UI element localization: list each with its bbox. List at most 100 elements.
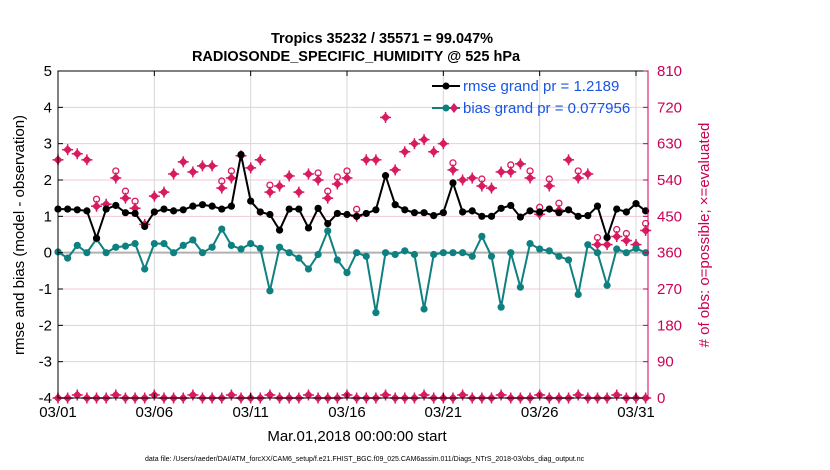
rmse-point [545, 205, 553, 213]
rmse-point [478, 212, 486, 220]
obs-possible-circle [121, 187, 130, 195]
obs-evaluated-point [370, 154, 382, 166]
rmse-point [391, 201, 399, 209]
bias-point [584, 241, 592, 249]
obs-evaluated-point [119, 187, 131, 204]
rmse-point [256, 208, 264, 216]
bias-point [391, 250, 399, 259]
rmse-point [208, 202, 216, 210]
y-right-tick-label: 720 [657, 99, 682, 116]
bias-point [275, 243, 284, 251]
bias-point [64, 254, 72, 262]
bias-point [574, 290, 582, 299]
y-tick-label: -4 [39, 390, 52, 407]
bias-point [160, 239, 168, 248]
bias-point [150, 239, 158, 248]
bias-point [256, 244, 264, 252]
rmse-point [295, 205, 303, 213]
bias-point [314, 250, 322, 259]
legend-rmse-label: rmse grand pr = 1.2189 [463, 78, 619, 95]
rmse-point [179, 206, 187, 214]
rmse-point [227, 202, 235, 210]
y-right-tick-label: 270 [657, 281, 682, 298]
obs-bottom-point [187, 389, 199, 401]
obs-possible-circle [545, 175, 553, 183]
bias-point [593, 249, 602, 257]
obs-bottom-point [380, 389, 392, 401]
bias-point [208, 243, 216, 251]
series-layer [52, 111, 652, 404]
obs-evaluated-point [476, 175, 488, 192]
obs-evaluated-point [447, 159, 459, 176]
legend-bias-marker [442, 104, 450, 112]
obs-evaluated-point [486, 182, 497, 194]
x-tick-label: 03/26 [521, 404, 559, 421]
x-tick-label: 03/31 [617, 404, 655, 421]
y-right-tick-label: 450 [657, 208, 682, 225]
bias-point [353, 249, 361, 257]
bias-point [189, 236, 197, 244]
bias-point [526, 239, 534, 248]
rmse-point [632, 200, 640, 208]
obs-evaluated-point [408, 138, 420, 150]
y-right-tick-label: 180 [657, 317, 682, 334]
rmse-point [564, 206, 573, 214]
bias-point [112, 243, 120, 251]
rmse-point [430, 212, 438, 220]
obs-bottom-point [611, 389, 623, 401]
obs-possible-circle [92, 195, 101, 203]
bias-point [227, 241, 235, 249]
obs-evaluated-point [187, 166, 199, 178]
obs-possible-circle [555, 199, 563, 207]
x-axis-label: Mar.01,2018 00:00:00 start [267, 428, 447, 445]
rmse-point [487, 212, 496, 220]
y-tick-label: 4 [44, 99, 52, 116]
obs-evaluated-point [148, 190, 160, 202]
obs-evaluated-point [254, 154, 266, 166]
rmse-point [401, 206, 409, 214]
rmse-point [324, 220, 332, 228]
obs-evaluated-point [312, 169, 324, 186]
rmse-point [218, 205, 226, 213]
rmse-point [73, 206, 81, 214]
bias-point [141, 265, 149, 273]
bias-point [468, 252, 476, 260]
obs-possible-circle [266, 181, 274, 189]
obs-possible-circle [449, 159, 457, 167]
bias-point [102, 249, 110, 257]
x-tick-label: 03/06 [136, 404, 174, 421]
rmse-point [304, 224, 313, 232]
rmse-point [333, 209, 341, 218]
obs-evaluated-point [505, 161, 517, 178]
rmse-point [497, 204, 505, 212]
bias-point [343, 269, 351, 277]
obs-possible-circle [218, 177, 226, 185]
obs-bottom-point [418, 389, 430, 401]
bias-point [179, 241, 187, 249]
bias-point [632, 244, 640, 252]
rmse-point [141, 222, 149, 231]
bias-point [304, 265, 313, 273]
obs-evaluated-point [81, 154, 93, 166]
obs-evaluated-point [591, 233, 603, 251]
obs-evaluated-point [225, 167, 237, 184]
legend-rmse-marker [442, 82, 450, 90]
chart-title-line1: Tropics 35232 / 35571 = 99.047% [271, 31, 493, 47]
obs-evaluated-point [341, 167, 353, 184]
plot-frame [57, 70, 649, 399]
x-tick-label: 03/01 [39, 404, 77, 421]
obs-evaluated-point [158, 186, 170, 198]
obs-evaluated-point [360, 154, 372, 166]
rmse-point [642, 207, 650, 215]
obs-possible-circle [526, 167, 534, 175]
bias-point [333, 256, 341, 264]
obs-evaluated-point [389, 164, 401, 176]
rmse-point [198, 201, 207, 209]
bias-point [507, 249, 515, 257]
obs-possible-circle [314, 169, 322, 177]
obs-evaluated-point [543, 175, 555, 192]
obs-evaluated-point [283, 170, 295, 182]
bias-point [497, 303, 505, 311]
rmse-point [536, 208, 544, 216]
obs-evaluated-point [582, 168, 594, 180]
